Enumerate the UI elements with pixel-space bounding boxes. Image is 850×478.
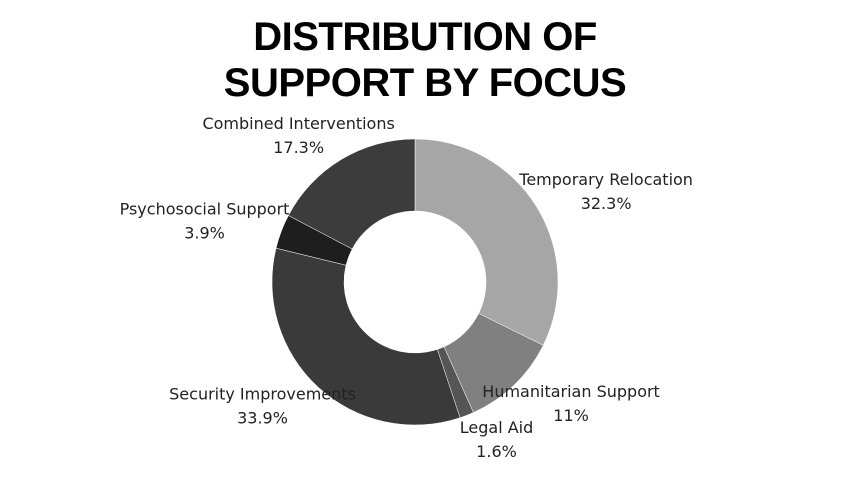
donut-slice <box>271 247 461 426</box>
slice-label: Combined Interventions <box>202 114 394 133</box>
slice-label: Security Improvements <box>169 385 356 404</box>
slice-value-label: 17.3% <box>273 138 324 157</box>
slice-value-label: 32.3% <box>581 194 632 213</box>
slice-label: Legal Aid <box>460 418 534 437</box>
donut-slice <box>414 138 559 346</box>
slice-value-label: 3.9% <box>184 223 225 242</box>
donut-slice <box>288 138 416 250</box>
slice-label: Psychosocial Support <box>120 199 290 218</box>
slice-value-label: 11% <box>553 406 589 425</box>
chart-title: DISTRIBUTION OF SUPPORT BY FOCUS <box>223 15 627 105</box>
slice-value-label: 1.6% <box>476 442 517 461</box>
title-box: DISTRIBUTION OF SUPPORT BY FOCUS <box>0 14 850 106</box>
slice-label: Humanitarian Support <box>482 382 660 401</box>
slice-label: Temporary Relocation <box>518 170 693 189</box>
slice-value-label: 33.9% <box>237 409 288 428</box>
